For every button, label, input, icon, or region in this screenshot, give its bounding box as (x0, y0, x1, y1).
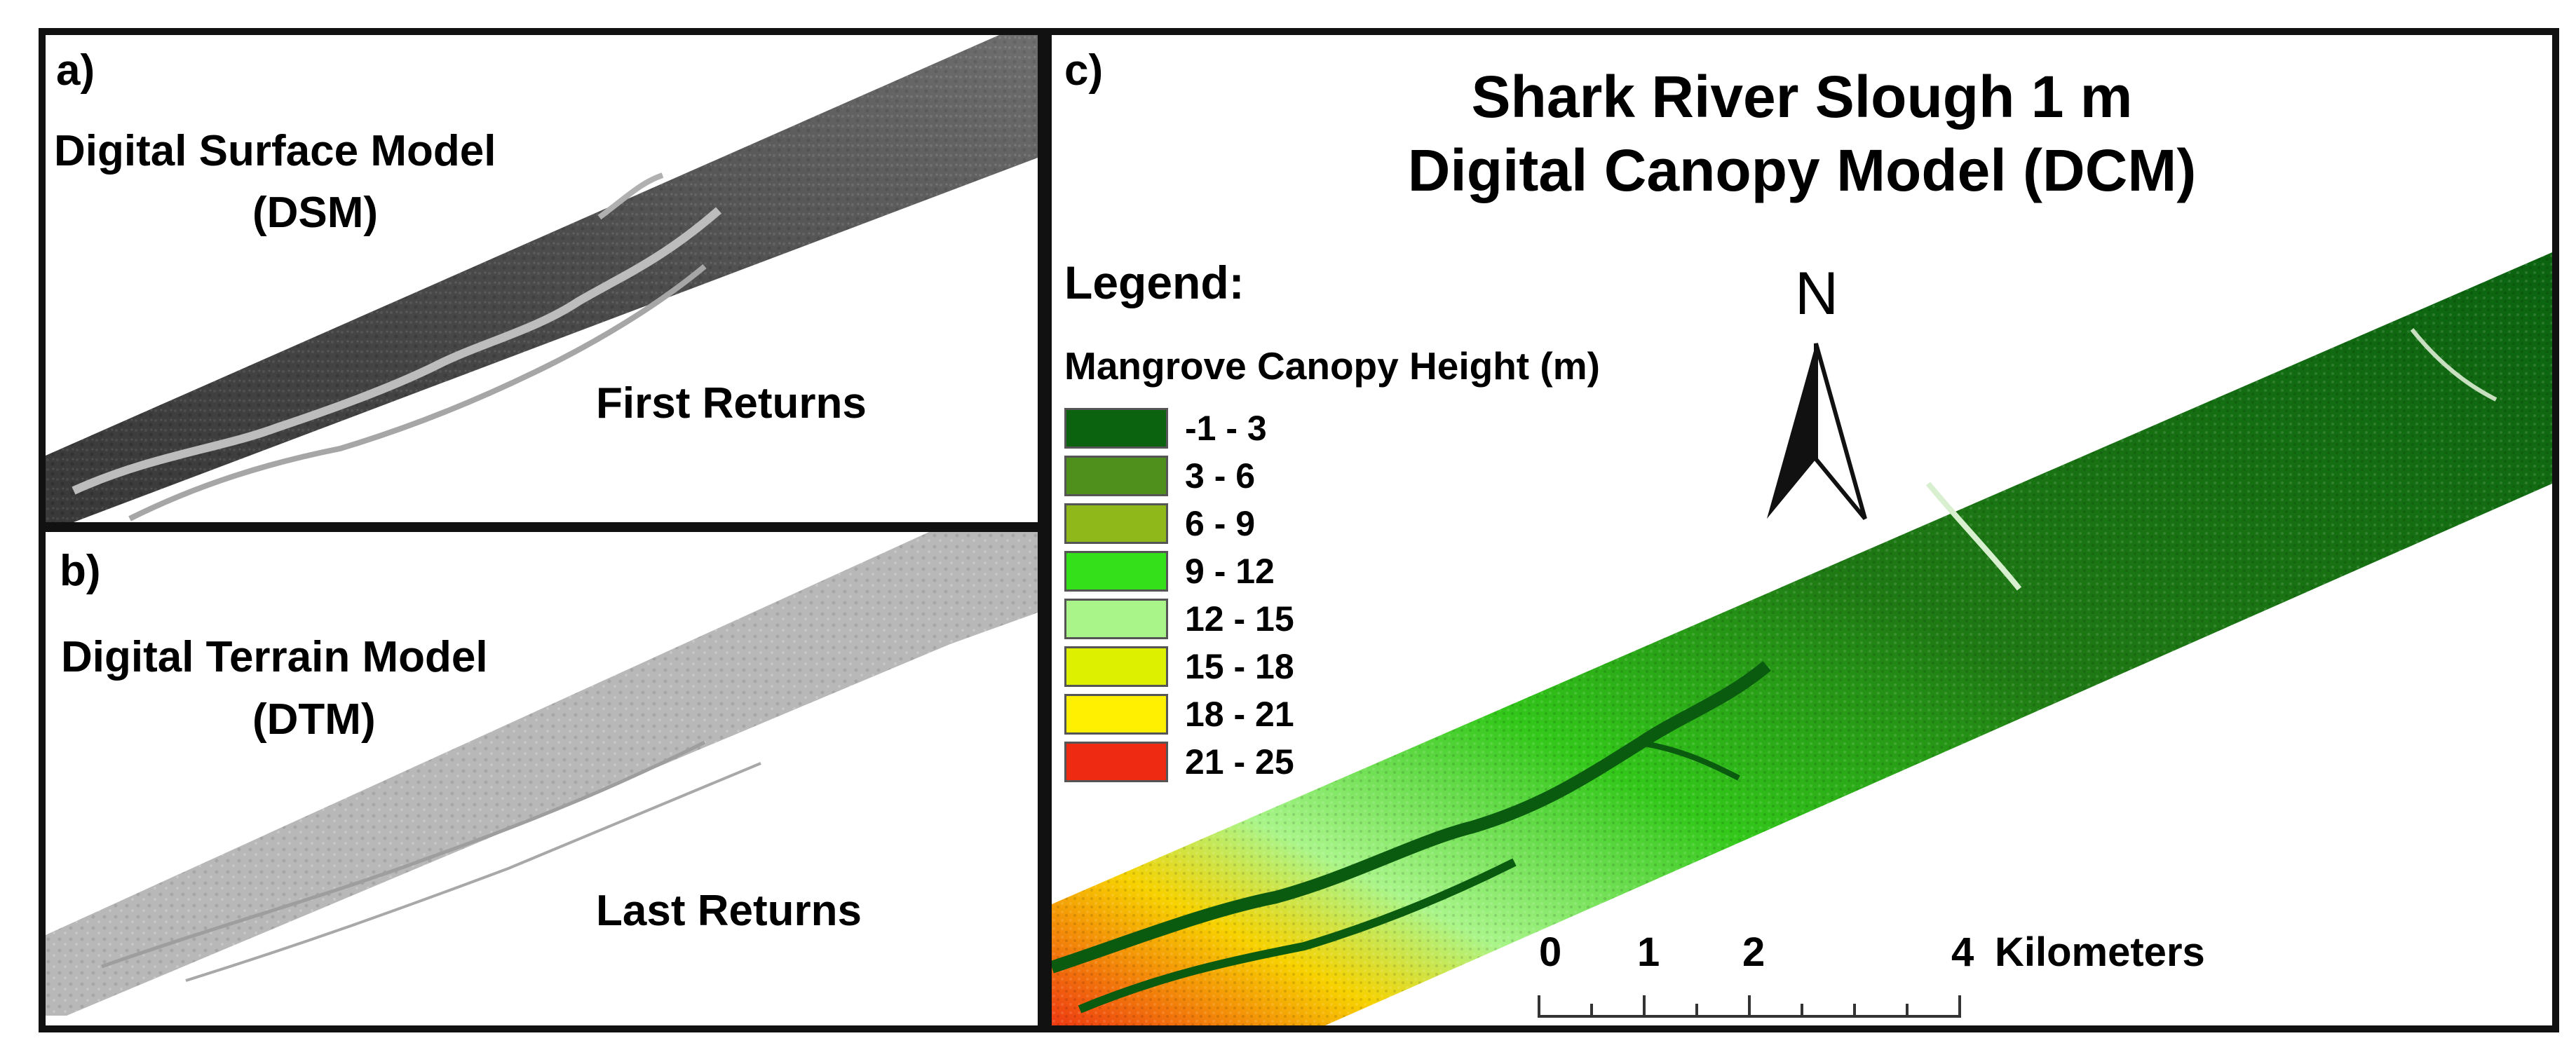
panel-b-caption: Last Returns (596, 887, 862, 935)
scale-unit: Kilometers (1995, 929, 2205, 975)
legend-item: 15 - 18 (1064, 646, 1294, 687)
panel-a-title-line1: Digital Surface Model (54, 127, 496, 175)
dsm-channel-3 (597, 172, 664, 220)
dsm-channel (72, 207, 721, 495)
legend-label: -1 - 3 (1185, 409, 1267, 448)
north-arrow-icon (1767, 343, 1867, 520)
dcm-channel-5 (1640, 740, 1740, 781)
legend-swatch (1064, 646, 1168, 687)
legend-swatch (1064, 599, 1168, 639)
panel-a-title-line2: (DSM) (252, 189, 379, 237)
dcm-channel (1052, 661, 1771, 974)
legend-item: 3 - 6 (1064, 456, 1255, 496)
panel-b-dtm: b) Digital Terrain Model (DTM) Last Retu… (39, 529, 1045, 1032)
panel-b-title-line1: Digital Terrain Model (61, 633, 488, 681)
legend-heading: Legend: (1064, 257, 1245, 308)
dtm-map-image (46, 532, 1038, 1016)
legend-item: 9 - 12 (1064, 551, 1275, 592)
legend-swatch (1064, 551, 1168, 592)
scale-tick-2: 2 (1742, 929, 1765, 975)
dsm-map-image (46, 35, 1038, 522)
dtm-strip (46, 532, 1038, 1016)
legend-label: 3 - 6 (1185, 456, 1256, 496)
panel-c-tag: c) (1064, 46, 1104, 95)
legend-label: 18 - 21 (1185, 695, 1294, 734)
panel-c-title-line2: Digital Canopy Model (DCM) (1407, 137, 2197, 203)
panel-b-tag: b) (60, 547, 101, 595)
scale-tick-1: 1 (1637, 929, 1660, 975)
panel-a-dsm: a) Digital Surface Model (DSM) First Ret… (39, 28, 1045, 529)
scale-tick-4: 4 (1951, 929, 1974, 975)
panel-c-title-line1: Shark River Slough 1 m (1471, 64, 2133, 130)
legend-label: 21 - 25 (1185, 742, 1294, 782)
dsm-strip-texture (46, 35, 1038, 522)
legend-item: 21 - 25 (1064, 742, 1294, 782)
legend-swatch (1064, 456, 1168, 496)
panel-a-tag: a) (56, 46, 95, 95)
dcm-strip-texture (1052, 252, 2552, 1025)
legend-label: 9 - 12 (1185, 552, 1275, 591)
dcm-channel-3 (1925, 482, 2022, 591)
legend-swatch (1064, 503, 1168, 544)
legend-label: 12 - 15 (1185, 599, 1294, 639)
north-label: N (1795, 260, 1839, 327)
legend-label: 15 - 18 (1185, 647, 1294, 686)
legend-swatch (1064, 408, 1168, 449)
legend-item: -1 - 3 (1064, 408, 1267, 449)
scale-bar (1538, 995, 1961, 1018)
legend-label: 6 - 9 (1185, 504, 1256, 543)
legend-swatch (1064, 742, 1168, 782)
dtm-feature-2 (185, 762, 761, 982)
dcm-channel-2 (1078, 858, 1517, 1014)
scale-tick-0: 0 (1539, 929, 1562, 975)
panel-b-title-line2: (DTM) (252, 695, 376, 744)
dsm-channel-2 (128, 264, 707, 521)
legend-item: 6 - 9 (1064, 503, 1255, 544)
legend-item: 12 - 15 (1064, 599, 1294, 639)
dcm-channel-4 (2410, 328, 2497, 402)
legend-item: 18 - 21 (1064, 694, 1294, 735)
panel-c-dcm: c) Shark River Slough 1 m Digital Canopy… (1045, 28, 2559, 1032)
panel-a-caption: First Returns (596, 379, 867, 428)
dtm-feature (101, 740, 706, 969)
legend-swatch (1064, 694, 1168, 735)
dcm-map-image (1052, 252, 2552, 1025)
legend-subheading: Mangrove Canopy Height (m) (1064, 344, 1600, 388)
